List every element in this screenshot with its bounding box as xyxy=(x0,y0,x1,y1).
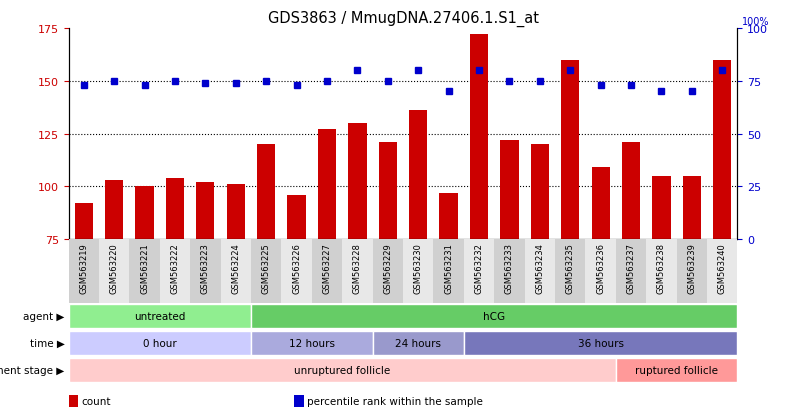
Bar xyxy=(257,145,276,240)
Bar xyxy=(683,176,701,240)
Text: ruptured follicle: ruptured follicle xyxy=(635,365,718,375)
Bar xyxy=(652,176,671,240)
Bar xyxy=(343,240,372,304)
Bar xyxy=(379,142,397,240)
Text: GSM563219: GSM563219 xyxy=(79,243,88,293)
Text: 12 hours: 12 hours xyxy=(289,338,334,348)
Bar xyxy=(226,185,245,240)
Text: GSM563229: GSM563229 xyxy=(384,243,393,293)
Text: GSM563239: GSM563239 xyxy=(688,243,696,294)
Bar xyxy=(677,240,707,304)
Text: percentile rank within the sample: percentile rank within the sample xyxy=(307,396,483,406)
Bar xyxy=(69,358,616,382)
Bar xyxy=(69,240,99,304)
Bar xyxy=(616,240,646,304)
Text: count: count xyxy=(81,396,111,406)
Bar xyxy=(69,331,251,355)
Bar xyxy=(501,140,518,240)
Bar xyxy=(561,61,580,240)
Text: GSM563231: GSM563231 xyxy=(444,243,453,294)
Text: GSM563232: GSM563232 xyxy=(475,243,484,294)
Bar xyxy=(251,331,372,355)
Bar xyxy=(585,240,616,304)
Text: GSM563237: GSM563237 xyxy=(626,243,636,294)
Bar xyxy=(403,240,434,304)
Bar xyxy=(221,240,251,304)
Bar xyxy=(707,240,737,304)
Bar xyxy=(463,240,494,304)
Bar xyxy=(288,195,305,240)
Bar xyxy=(530,145,549,240)
Text: 0 hour: 0 hour xyxy=(143,338,177,348)
Bar xyxy=(555,240,585,304)
Text: GSM563230: GSM563230 xyxy=(413,243,422,294)
Text: 100%: 100% xyxy=(742,17,769,27)
Bar xyxy=(196,183,214,240)
Text: GSM563233: GSM563233 xyxy=(505,243,514,294)
Bar xyxy=(99,240,129,304)
Text: GSM563223: GSM563223 xyxy=(201,243,210,294)
Bar xyxy=(69,304,251,328)
Text: unruptured follicle: unruptured follicle xyxy=(294,365,390,375)
Text: GSM563234: GSM563234 xyxy=(535,243,544,294)
Text: GSM563236: GSM563236 xyxy=(596,243,605,294)
Text: GSM563240: GSM563240 xyxy=(718,243,727,293)
Bar xyxy=(622,142,640,240)
Bar xyxy=(372,240,403,304)
Text: GSM563227: GSM563227 xyxy=(322,243,331,294)
Bar xyxy=(470,35,488,240)
Bar xyxy=(646,240,677,304)
Bar xyxy=(251,240,281,304)
Bar xyxy=(348,124,367,240)
Text: GSM563224: GSM563224 xyxy=(231,243,240,293)
Text: GSM563228: GSM563228 xyxy=(353,243,362,294)
Text: GDS3863 / MmugDNA.27406.1.S1_at: GDS3863 / MmugDNA.27406.1.S1_at xyxy=(268,10,538,26)
Bar xyxy=(713,61,731,240)
Text: time ▶: time ▶ xyxy=(30,338,64,348)
Bar xyxy=(129,240,160,304)
Bar xyxy=(434,240,463,304)
Bar xyxy=(525,240,555,304)
Text: GSM563226: GSM563226 xyxy=(292,243,301,294)
Bar xyxy=(409,111,427,240)
Text: 36 hours: 36 hours xyxy=(578,338,624,348)
Bar xyxy=(318,130,336,240)
Bar xyxy=(494,240,525,304)
Bar xyxy=(160,240,190,304)
Bar xyxy=(251,304,737,328)
Bar xyxy=(592,168,610,240)
Bar xyxy=(312,240,343,304)
Text: GSM563235: GSM563235 xyxy=(566,243,575,294)
Text: GSM563225: GSM563225 xyxy=(262,243,271,293)
Text: hCG: hCG xyxy=(483,311,505,321)
Text: GSM563221: GSM563221 xyxy=(140,243,149,293)
Bar xyxy=(166,178,184,240)
Text: untreated: untreated xyxy=(134,311,185,321)
Bar xyxy=(190,240,221,304)
Text: GSM563222: GSM563222 xyxy=(170,243,180,293)
Bar xyxy=(281,240,312,304)
Bar xyxy=(463,331,737,355)
Bar xyxy=(105,180,123,240)
Bar xyxy=(75,204,93,240)
Text: development stage ▶: development stage ▶ xyxy=(0,365,64,375)
Bar xyxy=(135,187,154,240)
Text: agent ▶: agent ▶ xyxy=(23,311,64,321)
Bar xyxy=(372,331,463,355)
Text: GSM563220: GSM563220 xyxy=(110,243,118,293)
Text: GSM563238: GSM563238 xyxy=(657,243,666,294)
Bar xyxy=(439,193,458,240)
Text: 24 hours: 24 hours xyxy=(395,338,441,348)
Bar xyxy=(616,358,737,382)
